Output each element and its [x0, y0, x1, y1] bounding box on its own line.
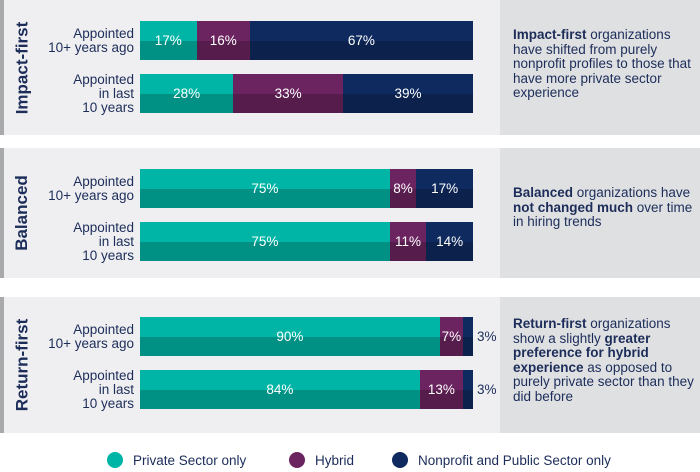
bar-segment-hybrid: 11%	[389, 222, 427, 261]
group-label-text: Impact-first	[12, 21, 32, 114]
legend-item-hybrid: Hybrid	[289, 452, 354, 468]
description-emphasis: Balanced	[513, 185, 574, 200]
bar-segment-hybrid: 16%	[196, 21, 251, 60]
legend: Private Sector only Hybrid Nonprofit and…	[0, 452, 700, 472]
bar-row: 84% 13%	[140, 370, 473, 409]
description-emphasis: Impact-first	[513, 27, 587, 42]
row-label: Appointed in last 10 years	[73, 71, 134, 115]
description-background	[500, 148, 700, 278]
row-label: Appointed in last 10 years	[73, 219, 134, 263]
description-emphasis: greater preference for hybrid experience	[513, 330, 651, 375]
bar-row: 75% 11% 14%	[140, 222, 473, 261]
legend-item-private: Private Sector only	[107, 452, 246, 468]
legend-item-nonprofit: Nonprofit and Public Sector only	[392, 452, 611, 468]
data-label: 90%	[276, 329, 304, 344]
data-label: 17%	[154, 33, 182, 48]
group-label: Balanced	[0, 148, 44, 278]
description-text: organizations have	[573, 185, 691, 200]
bar-segment-nonprofit: 67%	[249, 21, 474, 60]
panel-edge	[0, 148, 4, 278]
description-background	[500, 297, 700, 433]
legend-swatch-hybrid	[289, 452, 305, 468]
panel-edge	[0, 297, 4, 433]
bar-segment-hybrid: 7%	[439, 317, 464, 356]
data-label: 67%	[347, 33, 375, 48]
panel-impact-first: Impact-first Appointed 10+ years ago 17% 16…	[0, 0, 700, 135]
legend-swatch-nonprofit	[392, 452, 408, 468]
description-emphasis: Return-first	[513, 316, 587, 331]
group-label-text: Balanced	[12, 175, 31, 251]
bar-segment-private: 75%	[140, 169, 390, 208]
group-description: Impact-first organizations have shifted …	[513, 27, 695, 101]
bar-segment-nonprofit	[462, 317, 473, 356]
panel-edge	[0, 0, 4, 135]
data-label: 75%	[251, 234, 279, 249]
description-emphasis: not changed much	[513, 199, 634, 215]
data-label: 84%	[266, 382, 294, 397]
data-label: 39%	[394, 86, 422, 101]
bar-row: 28% 33% 39%	[140, 74, 473, 113]
bar-segment-hybrid: 33%	[233, 74, 344, 113]
data-label: 13%	[427, 382, 455, 397]
data-label: 75%	[251, 181, 279, 196]
bar-segment-private: 90%	[140, 317, 440, 356]
row-label: Appointed 10+ years ago	[48, 25, 134, 55]
group-label-text: Return-first	[12, 318, 31, 412]
group-label: Return-first	[0, 297, 44, 433]
data-label: 11%	[395, 234, 422, 249]
description-text: organizations have shifted from purely n…	[513, 27, 691, 100]
description-text: over time in hiring trends	[513, 199, 693, 229]
bar-row: 17% 16% 67%	[140, 21, 474, 60]
data-label: 3%	[477, 382, 497, 397]
description-text: as opposed to purely private sector than…	[513, 359, 694, 404]
legend-swatch-private	[107, 452, 123, 468]
bar-segment-nonprofit: 17%	[416, 169, 473, 208]
bar-segment-private: 75%	[140, 222, 390, 261]
row-label: Appointed 10+ years ago	[48, 173, 134, 203]
data-label: 16%	[209, 33, 237, 48]
row-label: Appointed in last 10 years	[73, 367, 134, 411]
panel-balanced: Balanced Appointed 10+ years ago 75% 8% 17% A…	[0, 148, 700, 278]
bar-segment-nonprofit: 14%	[426, 222, 473, 261]
legend-label-hybrid: Hybrid	[315, 452, 355, 468]
group-description: Return-first organizations show a slight…	[513, 316, 695, 404]
data-label: 17%	[431, 181, 459, 196]
data-label: 14%	[436, 234, 464, 249]
bar-segment-nonprofit	[463, 370, 473, 409]
bar-row: 75% 8% 17%	[140, 169, 473, 208]
data-label: 28%	[173, 86, 201, 101]
data-label: 7%	[441, 329, 462, 344]
data-label: 3%	[477, 329, 497, 344]
row-label: Appointed 10+ years ago	[48, 321, 134, 351]
bar-segment-private: 84%	[140, 370, 420, 409]
group-description: Balanced organizations have not changed …	[513, 185, 695, 230]
description-background	[500, 0, 700, 135]
bar-segment-private: 28%	[140, 74, 234, 113]
bar-segment-hybrid: 13%	[419, 370, 464, 409]
bar-segment-hybrid: 8%	[389, 169, 417, 208]
description-text: organizations show a slightly	[513, 316, 671, 346]
bar-row: 90% 7%	[140, 317, 473, 356]
data-label: 8%	[393, 181, 413, 196]
data-label: 33%	[274, 86, 302, 101]
bar-segment-private: 17%	[140, 21, 197, 60]
legend-label-nonprofit: Nonprofit and Public Sector only	[418, 452, 611, 468]
bar-segment-nonprofit: 39%	[343, 74, 473, 113]
panel-return-first: Return-first Appointed 10+ years ago 3% 90%…	[0, 297, 700, 433]
legend-label-private: Private Sector only	[133, 452, 247, 468]
group-label: Impact-first	[0, 0, 44, 135]
